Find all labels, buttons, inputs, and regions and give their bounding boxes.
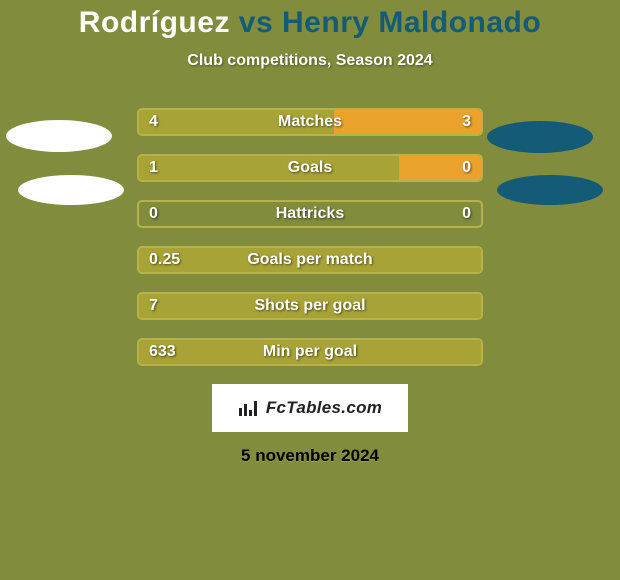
right-ellipse bbox=[497, 175, 603, 205]
watermark-icon bbox=[238, 399, 260, 417]
stat-row: 0.25Goals per match bbox=[137, 246, 483, 274]
watermark-text: FcTables.com bbox=[266, 398, 382, 418]
left-ellipse bbox=[18, 175, 124, 205]
player2-value: 3 bbox=[462, 110, 471, 134]
footer-date: 5 november 2024 bbox=[0, 446, 620, 466]
stat-label: Matches bbox=[139, 110, 481, 134]
stat-row: 7Shots per goal bbox=[137, 292, 483, 320]
stats-rows: 4Matches31Goals00Hattricks00.25Goals per… bbox=[137, 108, 483, 366]
player1-name: Rodríguez bbox=[79, 6, 230, 39]
stat-label: Hattricks bbox=[139, 202, 481, 226]
stat-row: 633Min per goal bbox=[137, 338, 483, 366]
stat-label: Goals bbox=[139, 156, 481, 180]
stat-label: Min per goal bbox=[139, 340, 481, 364]
comparison-arena: 4Matches31Goals00Hattricks00.25Goals per… bbox=[0, 108, 620, 466]
comparison-title: Rodríguez vs Henry Maldonado bbox=[0, 0, 620, 40]
stat-row: 0Hattricks0 bbox=[137, 200, 483, 228]
subtitle: Club competitions, Season 2024 bbox=[0, 52, 620, 70]
right-ellipse bbox=[487, 121, 593, 153]
stat-row: 1Goals0 bbox=[137, 154, 483, 182]
player2-name: Henry Maldonado bbox=[282, 6, 541, 39]
player2-value: 0 bbox=[462, 156, 471, 180]
player2-value: 0 bbox=[462, 202, 471, 226]
stat-row: 4Matches3 bbox=[137, 108, 483, 136]
stat-label: Goals per match bbox=[139, 248, 481, 272]
vs-label: vs bbox=[239, 6, 273, 39]
watermark: FcTables.com bbox=[212, 384, 408, 432]
stat-label: Shots per goal bbox=[139, 294, 481, 318]
left-ellipse bbox=[6, 120, 112, 152]
